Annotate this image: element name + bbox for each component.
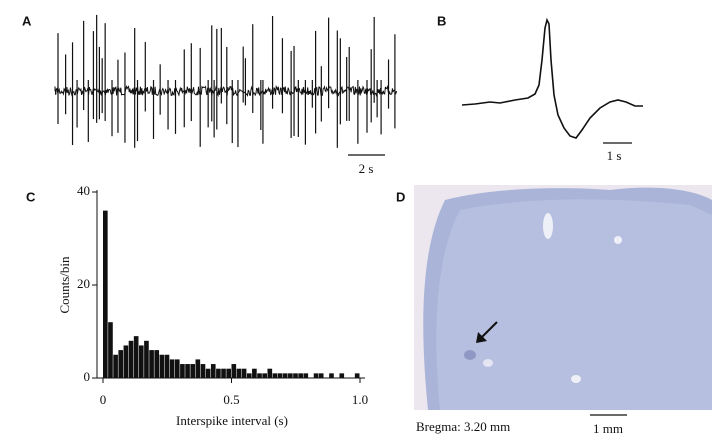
- bar: [221, 368, 226, 378]
- bar: [293, 373, 298, 378]
- bar: [313, 373, 319, 378]
- bar: [113, 354, 118, 378]
- bar: [108, 322, 113, 378]
- x-tick-label: 1.0: [352, 392, 368, 407]
- bar: [262, 373, 267, 378]
- bar: [246, 373, 252, 378]
- bar: [257, 373, 262, 378]
- y-tick-label: 0: [84, 369, 91, 384]
- bar: [164, 354, 170, 378]
- y-tick-label: 40: [77, 183, 90, 198]
- bar: [231, 364, 237, 378]
- bar: [123, 345, 129, 378]
- bar: [329, 373, 334, 378]
- panel-label: D: [396, 189, 405, 204]
- bar: [185, 364, 190, 378]
- bar: [190, 364, 196, 378]
- x-tick-label: 0.5: [223, 392, 239, 407]
- bar: [195, 359, 201, 378]
- bar: [288, 373, 293, 378]
- bar: [159, 354, 165, 378]
- bar: [149, 350, 154, 378]
- bar: [241, 368, 247, 378]
- scale-label: 2 s: [359, 161, 374, 176]
- bar: [267, 368, 273, 378]
- bar: [226, 368, 231, 378]
- bar: [303, 373, 309, 378]
- bar: [133, 336, 139, 378]
- bar: [298, 373, 303, 378]
- panel-label: B: [437, 13, 446, 28]
- bar: [128, 340, 134, 378]
- bar: [169, 359, 175, 378]
- bar: [277, 373, 283, 378]
- bar: [174, 359, 180, 378]
- bar: [180, 364, 185, 378]
- bar: [154, 350, 160, 378]
- bar: [118, 350, 124, 378]
- bar: [205, 368, 211, 378]
- y-axis-label: Counts/bin: [57, 256, 72, 314]
- bar: [138, 345, 144, 378]
- bar: [318, 373, 324, 378]
- bar: [252, 368, 257, 378]
- bar: [200, 364, 206, 378]
- bar: [210, 364, 216, 378]
- caption: Bregma: 3.20 mm: [416, 419, 510, 434]
- panel-label: C: [26, 189, 36, 204]
- spike-trace: [54, 14, 398, 148]
- noise-band: [54, 84, 398, 98]
- y-tick-label: 20: [77, 276, 90, 291]
- bar: [144, 340, 149, 378]
- panel-label: A: [22, 13, 32, 28]
- histology-image: [414, 185, 712, 410]
- bar: [354, 373, 360, 378]
- bar: [272, 373, 278, 378]
- bar: [216, 368, 221, 378]
- x-axis-label: Interspike interval (s): [176, 413, 288, 428]
- bar: [103, 210, 108, 378]
- scale-label: 1 s: [607, 148, 622, 163]
- bar: [339, 373, 345, 378]
- scale-label: 1 mm: [593, 421, 623, 436]
- bar: [236, 368, 242, 378]
- x-tick-label: 0: [100, 392, 107, 407]
- waveform: [461, 17, 643, 139]
- bar: [282, 373, 288, 378]
